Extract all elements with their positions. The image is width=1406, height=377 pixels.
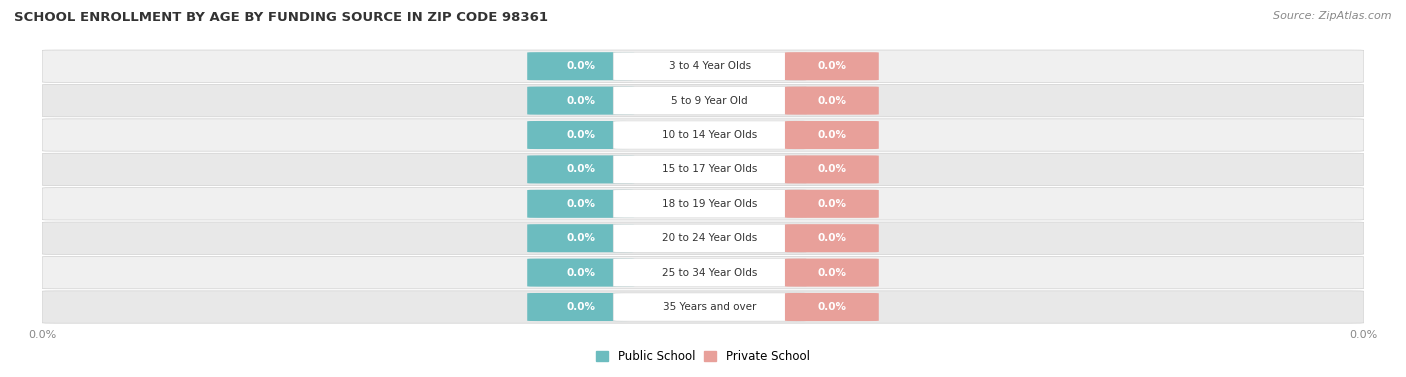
Text: 0.0%: 0.0% (567, 268, 595, 277)
FancyBboxPatch shape (42, 50, 1364, 83)
Text: 0.0%: 0.0% (567, 233, 595, 243)
Text: 0.0%: 0.0% (817, 268, 846, 277)
FancyBboxPatch shape (42, 291, 1364, 323)
FancyBboxPatch shape (527, 259, 634, 287)
Text: 10 to 14 Year Olds: 10 to 14 Year Olds (662, 130, 758, 140)
Text: 5 to 9 Year Old: 5 to 9 Year Old (671, 96, 748, 106)
FancyBboxPatch shape (785, 155, 879, 184)
Text: 35 Years and over: 35 Years and over (662, 302, 756, 312)
FancyBboxPatch shape (785, 259, 879, 287)
FancyBboxPatch shape (785, 190, 879, 218)
Text: 0.0%: 0.0% (567, 130, 595, 140)
Text: 0.0%: 0.0% (817, 233, 846, 243)
FancyBboxPatch shape (42, 119, 1364, 151)
FancyBboxPatch shape (613, 52, 806, 80)
Text: 3 to 4 Year Olds: 3 to 4 Year Olds (668, 61, 751, 71)
Text: 0.0%: 0.0% (567, 199, 595, 209)
FancyBboxPatch shape (527, 190, 634, 218)
FancyBboxPatch shape (785, 87, 879, 115)
FancyBboxPatch shape (613, 155, 806, 184)
Text: 18 to 19 Year Olds: 18 to 19 Year Olds (662, 199, 758, 209)
FancyBboxPatch shape (42, 84, 1364, 117)
FancyBboxPatch shape (42, 188, 1364, 220)
FancyBboxPatch shape (613, 259, 806, 287)
Text: 25 to 34 Year Olds: 25 to 34 Year Olds (662, 268, 758, 277)
FancyBboxPatch shape (527, 52, 634, 80)
FancyBboxPatch shape (613, 87, 806, 115)
FancyBboxPatch shape (527, 155, 634, 184)
FancyBboxPatch shape (785, 293, 879, 321)
Text: 0.0%: 0.0% (817, 199, 846, 209)
FancyBboxPatch shape (42, 222, 1364, 254)
FancyBboxPatch shape (785, 52, 879, 80)
Legend: Public School, Private School: Public School, Private School (592, 345, 814, 368)
FancyBboxPatch shape (527, 121, 634, 149)
Text: 0.0%: 0.0% (567, 164, 595, 175)
Text: 0.0%: 0.0% (817, 130, 846, 140)
FancyBboxPatch shape (527, 224, 634, 252)
FancyBboxPatch shape (613, 190, 806, 218)
Text: 0.0%: 0.0% (567, 96, 595, 106)
Text: 0.0%: 0.0% (567, 61, 595, 71)
FancyBboxPatch shape (613, 121, 806, 149)
FancyBboxPatch shape (42, 256, 1364, 289)
FancyBboxPatch shape (613, 224, 806, 252)
Text: 15 to 17 Year Olds: 15 to 17 Year Olds (662, 164, 758, 175)
Text: SCHOOL ENROLLMENT BY AGE BY FUNDING SOURCE IN ZIP CODE 98361: SCHOOL ENROLLMENT BY AGE BY FUNDING SOUR… (14, 11, 548, 24)
FancyBboxPatch shape (785, 121, 879, 149)
Text: 0.0%: 0.0% (817, 96, 846, 106)
FancyBboxPatch shape (785, 224, 879, 252)
Text: 0.0%: 0.0% (817, 302, 846, 312)
FancyBboxPatch shape (42, 153, 1364, 185)
Text: 0.0%: 0.0% (817, 164, 846, 175)
Text: 0.0%: 0.0% (817, 61, 846, 71)
FancyBboxPatch shape (613, 293, 806, 321)
Text: Source: ZipAtlas.com: Source: ZipAtlas.com (1274, 11, 1392, 21)
Text: 20 to 24 Year Olds: 20 to 24 Year Olds (662, 233, 758, 243)
FancyBboxPatch shape (527, 293, 634, 321)
FancyBboxPatch shape (527, 87, 634, 115)
Text: 0.0%: 0.0% (567, 302, 595, 312)
